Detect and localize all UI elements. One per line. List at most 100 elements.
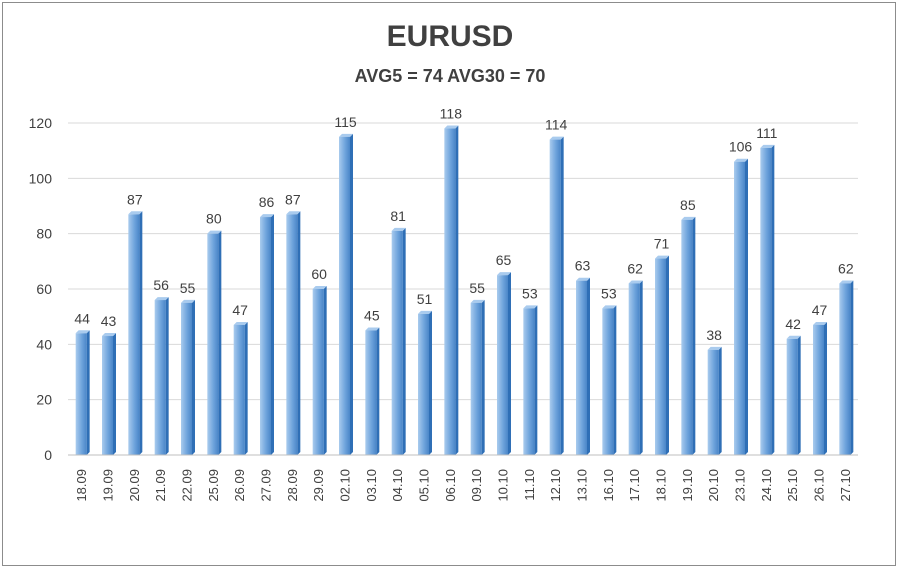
data-label: 51 <box>417 291 433 307</box>
bar-front <box>681 219 693 455</box>
bar <box>233 321 248 455</box>
bar-front <box>523 308 535 455</box>
bar-top <box>760 144 775 148</box>
x-axis: 18.09 19.09 20.09 21.09 22.09 25.09 26.09 27.09… <box>68 454 858 502</box>
bar-front <box>312 289 324 455</box>
bar-side <box>824 321 827 455</box>
data-label: 106 <box>729 139 753 155</box>
bar-front <box>549 139 561 455</box>
data-label: 81 <box>390 208 406 224</box>
bar-front <box>75 333 87 455</box>
bar-side <box>455 125 459 456</box>
bar-front <box>839 283 851 455</box>
bar-top <box>207 230 222 234</box>
bar-side <box>297 211 301 455</box>
y-tick-label: 0 <box>44 447 52 463</box>
bar-front <box>365 330 377 455</box>
y-tick-label: 20 <box>36 392 52 408</box>
bar-front <box>602 308 614 455</box>
bar-top <box>286 211 301 215</box>
y-tick-label: 80 <box>36 226 52 242</box>
bar-top <box>391 227 406 231</box>
bar <box>839 280 854 455</box>
bar-side <box>271 214 274 455</box>
bars <box>75 125 854 456</box>
bar-front <box>734 161 745 455</box>
bar-front <box>497 275 508 455</box>
data-label: 85 <box>680 197 696 213</box>
bar-front <box>286 214 298 455</box>
bar <box>365 327 380 455</box>
bar-side <box>560 136 564 455</box>
x-tick-label: 05.10 <box>417 469 432 502</box>
bar-top <box>75 330 90 334</box>
data-label: 118 <box>440 106 463 122</box>
x-tick-label: 04.10 <box>390 469 405 502</box>
x-tick-label: 13.10 <box>575 469 590 502</box>
bar-top <box>339 133 353 137</box>
bar <box>470 299 485 455</box>
data-label: 53 <box>522 285 538 301</box>
bar-front <box>260 217 271 455</box>
bar-side <box>639 280 643 455</box>
bar <box>207 230 222 455</box>
bar-top <box>312 286 327 289</box>
data-label: 62 <box>838 260 854 276</box>
data-label: 38 <box>706 327 722 343</box>
x-tick-label: 18.10 <box>654 469 669 502</box>
bar <box>391 227 406 455</box>
bar-side <box>139 211 143 455</box>
x-tick-label: 12.10 <box>548 469 563 502</box>
x-tick-label: 23.10 <box>733 469 748 502</box>
bar-top <box>839 280 854 284</box>
bar <box>75 330 90 455</box>
bar-top <box>576 277 590 281</box>
data-label: 65 <box>496 252 512 268</box>
bar-side <box>402 227 406 455</box>
bar-top <box>707 346 722 350</box>
x-tick-label: 22.09 <box>180 469 195 502</box>
x-tick-label: 19.09 <box>101 469 116 502</box>
bar-side <box>192 299 195 455</box>
y-tick-label: 40 <box>36 336 52 352</box>
chart-title: EURUSD <box>386 20 514 53</box>
y-tick-label: 120 <box>29 115 53 131</box>
bar-front <box>655 258 666 455</box>
x-tick-label: 06.10 <box>443 469 458 502</box>
x-tick-label: 20.10 <box>706 469 721 502</box>
bar-top <box>128 211 143 215</box>
x-tick-label: 21.09 <box>153 469 168 502</box>
data-label: 45 <box>364 308 380 324</box>
bar <box>628 280 643 455</box>
bar-side <box>350 133 353 456</box>
data-label: 62 <box>627 260 643 276</box>
x-tick-label: 11.10 <box>522 469 537 501</box>
x-tick-label: 29.09 <box>311 469 326 502</box>
data-label: 87 <box>285 191 301 207</box>
bar-top <box>549 136 564 140</box>
data-label: 115 <box>334 114 357 130</box>
bar-side <box>165 297 169 455</box>
x-tick-label: 27.09 <box>259 469 274 502</box>
bar <box>813 321 827 455</box>
data-labels: 44 43 87 56 55 80 47 86 87 60 115 45 81 51 118 55 65 53 11… <box>74 106 853 343</box>
bar-side <box>771 144 775 455</box>
x-tick-label: 27.10 <box>838 469 853 502</box>
x-tick-label: 10.10 <box>496 469 511 502</box>
data-label: 86 <box>259 194 275 210</box>
x-tick-label: 26.09 <box>232 469 247 502</box>
data-label: 43 <box>101 313 117 329</box>
bar-top <box>655 255 669 259</box>
data-label: 111 <box>756 125 777 141</box>
x-tick-label: 03.10 <box>364 469 379 502</box>
bar-front <box>707 349 719 455</box>
bar <box>497 272 511 455</box>
y-tick-label: 60 <box>36 281 52 297</box>
data-label: 47 <box>232 302 248 318</box>
bar-side <box>244 321 248 455</box>
data-label: 71 <box>654 236 670 252</box>
bar <box>418 310 432 455</box>
bar-side <box>376 327 380 455</box>
bar-side <box>718 346 722 455</box>
